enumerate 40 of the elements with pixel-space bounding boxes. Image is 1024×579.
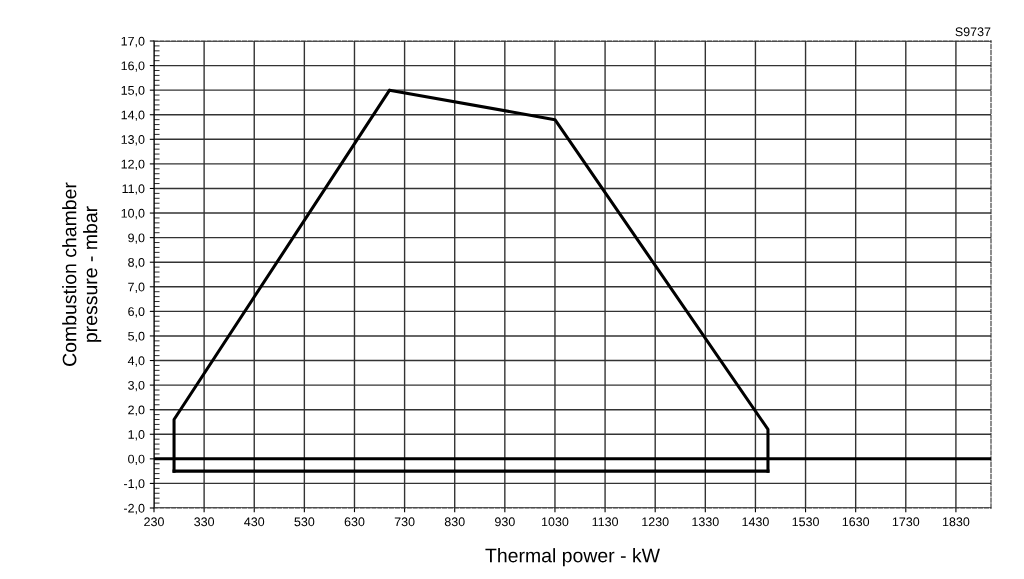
- y-tick-label: 1,0: [128, 430, 145, 441]
- x-tick-label: 1330: [692, 517, 719, 527]
- y-axis-title: Combustion chamber pressure - mbar: [62, 182, 102, 366]
- y-tick-label: 16,0: [121, 61, 145, 72]
- y-tick-label: 4,0: [127, 356, 145, 367]
- y-tick-label: 6,0: [128, 307, 145, 318]
- y-tick-label: 9,0: [128, 233, 145, 244]
- x-tick-label: 1730: [892, 517, 920, 527]
- y-tick-label: 17,0: [121, 36, 145, 48]
- x-tick-label: 1830: [942, 517, 970, 527]
- x-tick-label: 930: [495, 517, 515, 527]
- x-tick-label: 530: [294, 517, 315, 527]
- y-tick-label: -1,0: [123, 479, 145, 490]
- y-tick-label: 13,0: [121, 135, 145, 146]
- y-tick-label: 12,0: [121, 159, 145, 171]
- x-tick-label: 1530: [792, 517, 819, 527]
- x-tick-label: 1230: [642, 517, 669, 527]
- x-tick-label: 830: [444, 517, 465, 527]
- y-tick-label: 2,0: [128, 405, 145, 416]
- x-tick-label: 1130: [592, 517, 619, 527]
- y-tick-label: 7,0: [128, 282, 145, 293]
- y-tick-label: 15,0: [121, 85, 145, 97]
- text: S9737: [955, 27, 991, 37]
- y-tick-label: 8,0: [128, 258, 145, 269]
- x-tick-label: 630: [344, 517, 365, 527]
- x-tick-label: 1630: [842, 517, 870, 527]
- y-tick-label: 0,0: [128, 454, 145, 465]
- y-tick-label: 11,0: [122, 184, 145, 195]
- x-tick-label: 1430: [742, 517, 769, 527]
- x-tick-label: 1030: [542, 517, 569, 527]
- y-tick-label: 5,0: [128, 331, 145, 343]
- x-tick-label: 230: [144, 517, 164, 527]
- y-tick-label: -2,0: [123, 503, 145, 515]
- x-axis-title: Thermal power - kW: [485, 548, 660, 567]
- y-tick-label: 10,0: [121, 208, 145, 220]
- y-tick-label: 3,0: [128, 380, 145, 392]
- x-tick-label: 430: [244, 517, 265, 527]
- x-tick-label: 330: [194, 517, 215, 527]
- x-tick-label: 730: [394, 517, 415, 527]
- y-tick-label: 14,0: [121, 110, 145, 121]
